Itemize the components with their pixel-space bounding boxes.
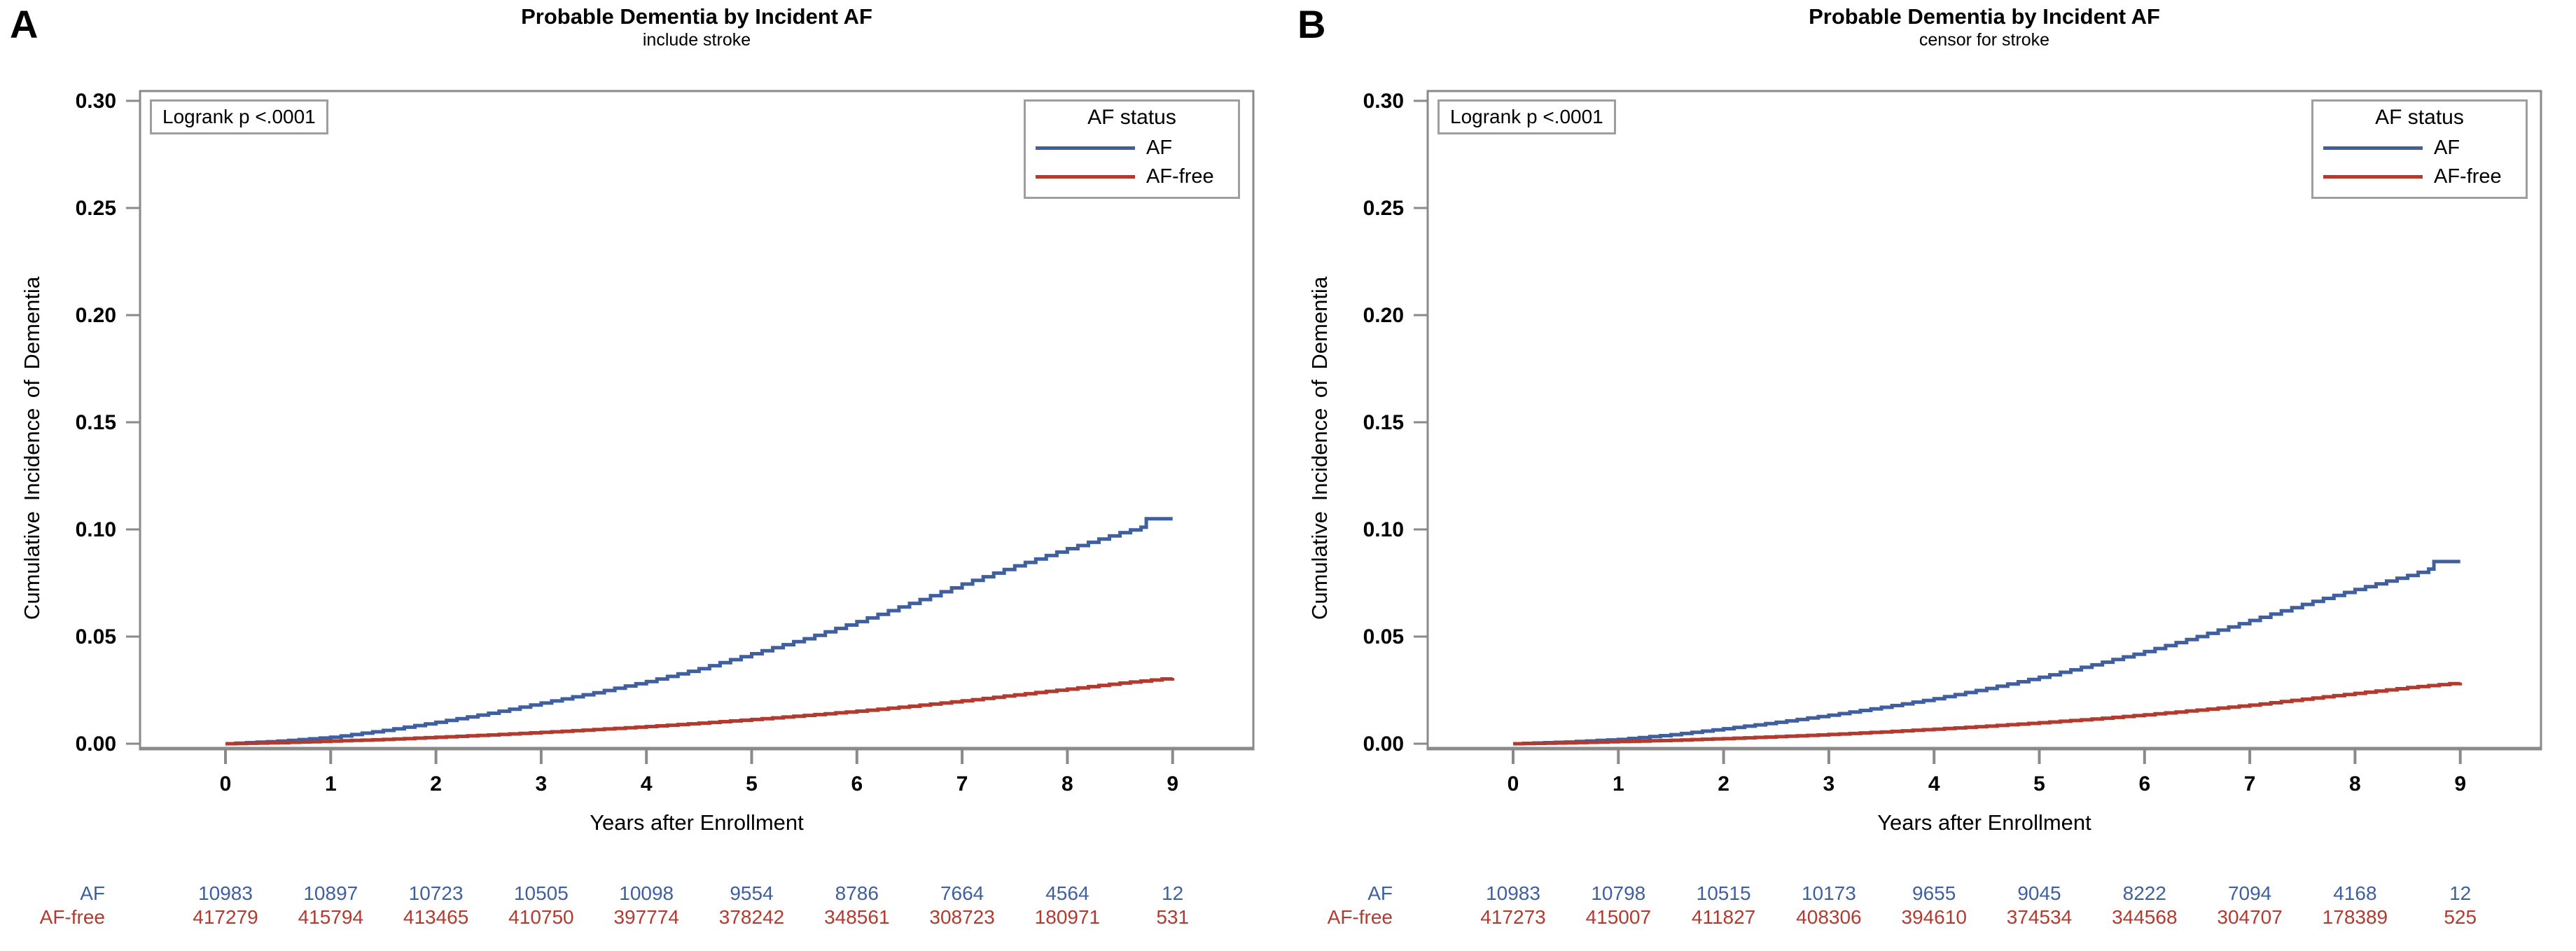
x-tick-label: 6 <box>2138 772 2150 796</box>
series-line-af-free <box>1513 681 2463 746</box>
x-tick-label: 4 <box>641 772 653 796</box>
legend-item-af-free: AF-free <box>1026 167 1238 187</box>
x-tick-label: 2 <box>1718 772 1729 796</box>
y-tick-label: 0.10 <box>1363 518 1404 541</box>
x-tick-label: 8 <box>1061 772 1073 796</box>
x-tick-label: 9 <box>1167 772 1178 796</box>
x-tick-label: 3 <box>1823 772 1835 796</box>
plot-area: 0.00 0.05 0.10 0.15 0.20 0.25 0.30 0 1 2 3 4 5 6 7 8 9 <box>76 90 1255 796</box>
x-tick-label: 1 <box>325 772 337 796</box>
plot-area: 0.00 0.05 0.10 0.15 0.20 0.25 0.30 0 1 2 3 4 5 6 7 8 9 <box>1363 90 2542 796</box>
x-tick-label: 7 <box>956 772 968 796</box>
y-tick-label: 0.15 <box>76 411 116 434</box>
legend-item-af: AF <box>2313 138 2526 158</box>
series-line-af-free <box>225 677 1175 746</box>
x-tick-label: 3 <box>536 772 548 796</box>
y-tick-label: 0.00 <box>76 733 116 756</box>
legend-title: AF status <box>1087 106 1176 129</box>
x-tick-label: 9 <box>2454 772 2466 796</box>
af-line-swatch <box>2323 146 2423 150</box>
x-tick-label: 0 <box>1508 772 1519 796</box>
series-line-af <box>225 517 1173 746</box>
y-tick-label: 0.30 <box>76 90 116 113</box>
af-free-line-swatch <box>2323 175 2423 179</box>
chart-title: Probable Dementia by Incident AF <box>521 4 872 29</box>
x-axis-label: Years after Enrollment <box>1877 810 2091 835</box>
x-tick-label: 1 <box>1613 772 1624 796</box>
af-line-swatch <box>1036 146 1135 150</box>
logrank-pvalue-box: Logrank p <.0001 <box>1437 99 1616 134</box>
y-tick-label: 0.10 <box>76 518 116 541</box>
x-axis-label: Years after Enrollment <box>590 810 804 835</box>
y-tick-label: 0.25 <box>1363 197 1404 220</box>
x-tick-label: 5 <box>2033 772 2045 796</box>
legend-item-label: AF-free <box>1146 165 1214 188</box>
y-tick-label: 0.15 <box>1363 411 1404 434</box>
x-tick-label: 7 <box>2244 772 2256 796</box>
y-tick-label: 0.30 <box>1363 90 1404 113</box>
panel-b: B Probable Dementia by Incident AF censo… <box>1288 0 2576 951</box>
y-tick-label: 0.25 <box>76 197 116 220</box>
legend-item-label: AF <box>2434 137 2460 159</box>
y-tick-label: 0.20 <box>1363 304 1404 327</box>
x-tick-label: 8 <box>2349 772 2361 796</box>
panel-b-letter: B <box>1297 2 1326 46</box>
x-tick-label: 5 <box>746 772 758 796</box>
x-tick-label: 0 <box>220 772 232 796</box>
panel-a-letter: A <box>10 2 39 46</box>
series-line-af <box>1513 560 2460 746</box>
y-tick-label: 0.05 <box>76 625 116 648</box>
chart-title: Probable Dementia by Incident AF <box>1809 4 2160 29</box>
chart-subtitle: include stroke <box>642 30 751 50</box>
x-tick-label: 2 <box>430 772 442 796</box>
panel-a: A Probable Dementia by Incident AF inclu… <box>10 2 1255 928</box>
legend: AF status AF AF-free <box>2311 99 2528 199</box>
y-tick-label: 0.20 <box>76 304 116 327</box>
legend-item-af: AF <box>1026 138 1238 158</box>
legend-item-af-free: AF-free <box>2313 167 2526 187</box>
legend-item-label: AF <box>1146 137 1173 159</box>
af-free-line-swatch <box>1036 175 1135 179</box>
logrank-pvalue-box: Logrank p <.0001 <box>150 99 328 134</box>
y-tick-label: 0.00 <box>1363 733 1404 756</box>
legend-title: AF status <box>2375 106 2464 129</box>
legend-item-label: AF-free <box>2434 165 2502 188</box>
legend: AF status AF AF-free <box>1024 99 1240 199</box>
x-tick-label: 6 <box>851 772 863 796</box>
x-tick-label: 4 <box>1928 772 1940 796</box>
y-tick-label: 0.05 <box>1363 625 1404 648</box>
chart-subtitle: censor for stroke <box>1919 30 2050 50</box>
